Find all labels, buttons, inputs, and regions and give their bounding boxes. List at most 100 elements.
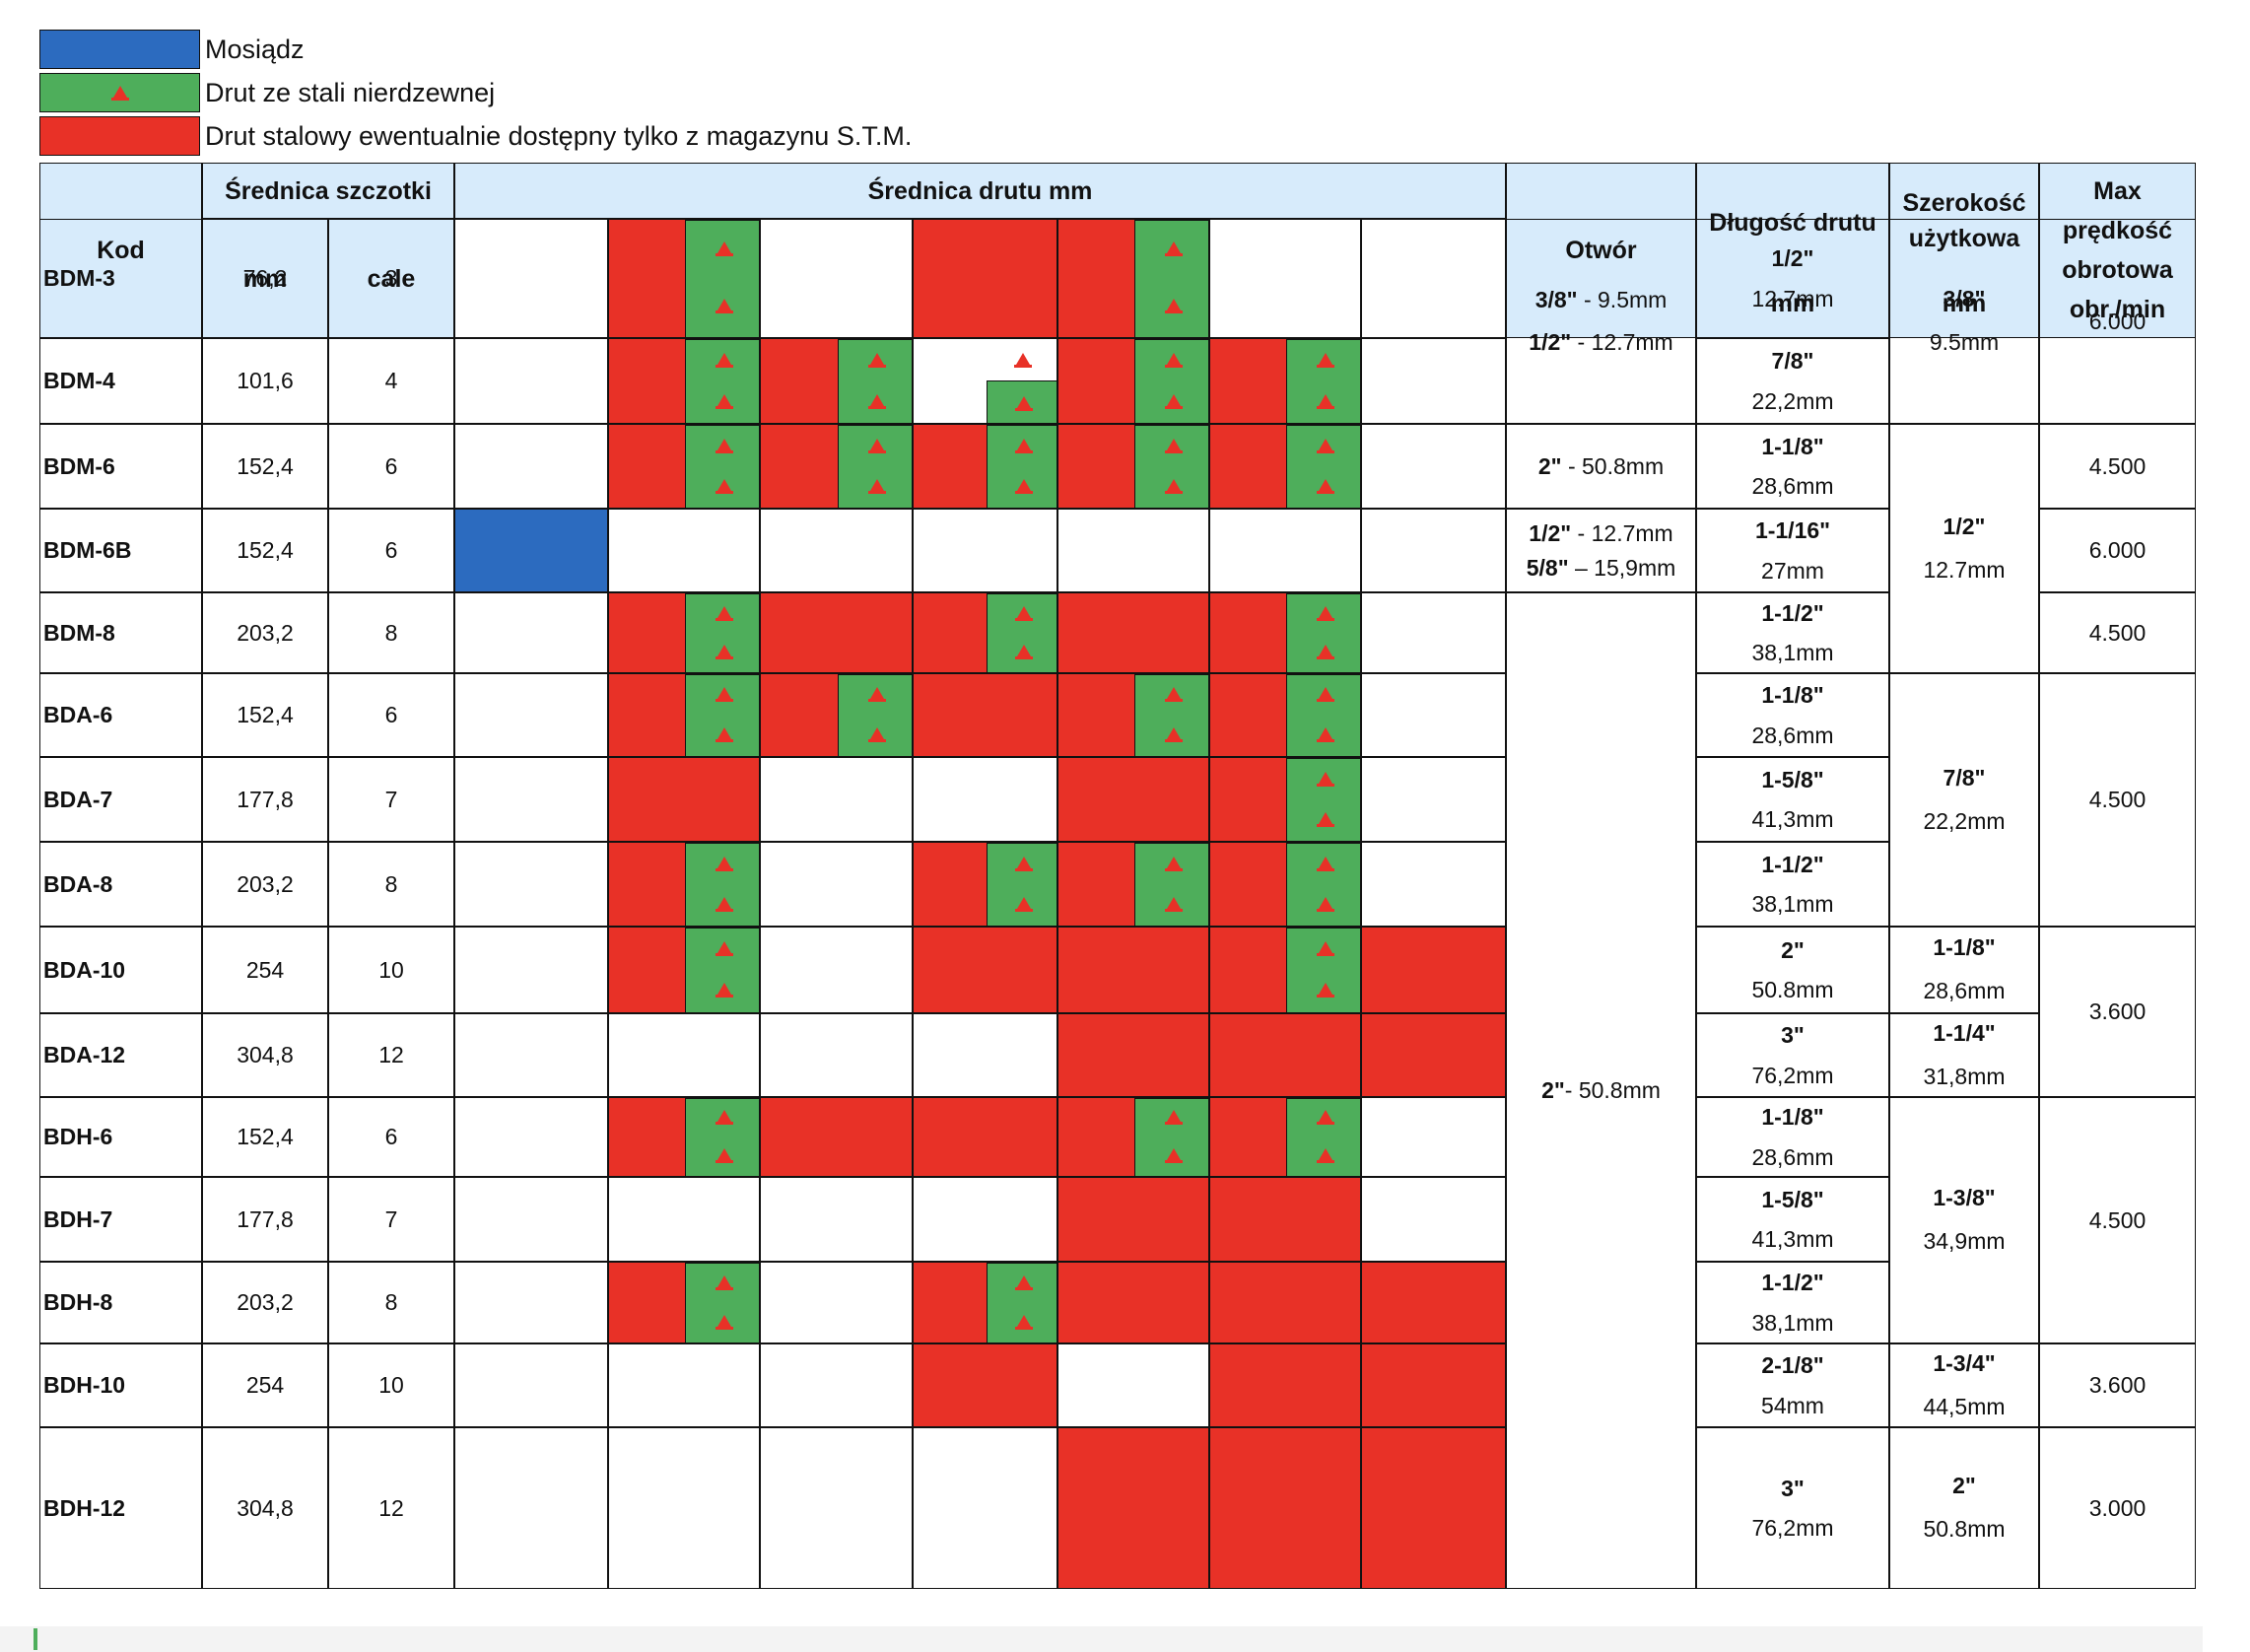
- bore-size-line: 2" - 50.8mm: [1538, 446, 1664, 488]
- cone-icon: [1316, 857, 1334, 871]
- wire-availability-cell: [608, 1177, 760, 1262]
- working-width-mm: 28,6mm: [1923, 978, 2006, 1003]
- cone-icon: [715, 897, 733, 912]
- working-width-mm: 9.5mm: [1929, 329, 2000, 355]
- max-speed: 6.000: [2039, 509, 2196, 592]
- max-speed-value: 3.600: [2088, 1372, 2147, 1399]
- working-width-inch: 1-3/8": [1933, 1185, 1996, 1211]
- wire-length-mm: 28,6mm: [1751, 1143, 1834, 1170]
- wire-availability-cell: [1057, 592, 1209, 673]
- max-speed-value: 3.600: [2088, 998, 2147, 1025]
- cone-icon: [867, 479, 886, 494]
- product-code-value: BDH-10: [43, 1372, 126, 1399]
- header-max-speed-label: Max prędkość obrotowa: [2062, 177, 2173, 284]
- brush-diameter-inch-value: 6: [384, 537, 398, 564]
- wire-length-mm: 41,3mm: [1751, 1226, 1834, 1252]
- wire-availability-cell: [1209, 1427, 1361, 1589]
- wire-availability-cell: [913, 509, 1057, 592]
- cone-icon: [715, 1110, 733, 1125]
- brush-diameter-inch-value: 6: [384, 1124, 398, 1150]
- brush-diameter-mm-value: 304,8: [237, 1042, 294, 1068]
- max-speed: 3.600: [2039, 927, 2196, 1097]
- product-code: BDA-12: [39, 1013, 202, 1097]
- max-speed-value: 4.500: [2088, 787, 2147, 813]
- bore-size-mm: - 50.8mm: [1564, 1077, 1661, 1104]
- brush-diameter-mm-value: 203,2: [237, 619, 294, 646]
- brush-diameter-mm-value: 177,8: [237, 1205, 294, 1232]
- wire-length-mm: 38,1mm: [1751, 640, 1834, 665]
- cone-icon: [1013, 353, 1032, 368]
- bore-size-line: 1/2" - 12.7mm: [1529, 321, 1672, 364]
- wire-availability-cell: [454, 1013, 608, 1097]
- bore-size-mm: - 50.8mm: [1561, 452, 1665, 479]
- cone-icon: [715, 857, 733, 871]
- brush-diameter-mm: 203,2: [202, 592, 328, 673]
- brush-diameter-mm: 152,4: [202, 1097, 328, 1177]
- working-width: 3/8" 9.5mm: [1889, 219, 2039, 424]
- wire-availability-cell: [1361, 424, 1506, 509]
- header-kod-label: Kod: [97, 237, 145, 264]
- wire-availability-cell: [608, 219, 760, 338]
- header-wire-length: Długość drutu mm: [1696, 163, 1889, 338]
- wire-availability-cell: [1361, 842, 1506, 927]
- product-code: BDM-4: [39, 338, 202, 424]
- stainless-marker: [987, 425, 1057, 508]
- brush-diameter-inch: 12: [328, 1427, 454, 1589]
- stainless-marker: [685, 674, 759, 756]
- legend-label-steel: Drut stalowy ewentualnie dostępny tylko …: [205, 121, 913, 151]
- wire-availability-cell: [913, 1427, 1057, 1589]
- cone-icon: [1014, 645, 1033, 659]
- header-cale: cale: [328, 219, 454, 338]
- brush-diameter-inch-value: 12: [378, 1042, 404, 1068]
- wire-availability-cell: [1209, 424, 1361, 509]
- footer-marker: [34, 1628, 37, 1650]
- stainless-marker: [1286, 1098, 1360, 1176]
- bore-size-mm: - 12.7mm: [1571, 520, 1673, 546]
- cone-icon: [1014, 479, 1033, 494]
- stainless-marker: [1286, 758, 1360, 841]
- wire-length-mm: 54mm: [1761, 1392, 1824, 1418]
- brush-diameter-mm: 177,8: [202, 757, 328, 842]
- wire-availability-cell: [454, 757, 608, 842]
- wire-length: 1/2" 12.7mm: [1696, 219, 1889, 338]
- legend-label-stainless: Drut ze stali nierdzewnej: [205, 78, 496, 107]
- brush-diameter-inch-value: 8: [384, 1289, 398, 1316]
- wire-length: 1-5/8" 41,3mm: [1696, 757, 1889, 842]
- cone-icon: [867, 353, 886, 368]
- wire-availability-cell: [608, 842, 760, 927]
- cone-icon: [1316, 353, 1334, 368]
- wire-length: 1-1/8" 28,6mm: [1696, 1097, 1889, 1177]
- wire-availability-cell: [1209, 1262, 1361, 1343]
- wire-availability-cell: [760, 592, 913, 673]
- wire-availability-cell: [608, 1427, 760, 1589]
- wire-length-mm: 12.7mm: [1751, 285, 1834, 311]
- wire-availability-cell: [1057, 1097, 1209, 1177]
- brush-diameter-inch-value: 8: [384, 870, 398, 897]
- working-width: 1-3/8" 34,9mm: [1889, 1097, 2039, 1343]
- cone-icon: [715, 687, 733, 702]
- product-code-value: BDM-6B: [43, 537, 132, 564]
- wire-length: 2-1/8" 54mm: [1696, 1343, 1889, 1427]
- brush-diameter-inch-value: 7: [384, 1205, 398, 1232]
- wire-availability-cell: [1057, 1177, 1209, 1262]
- wire-length-inch: 1-5/8": [1761, 766, 1824, 792]
- wire-availability-cell: [1361, 927, 1506, 1013]
- cone-icon: [1316, 941, 1334, 956]
- wire-availability-cell: [1209, 1097, 1361, 1177]
- max-speed: 6.000: [2039, 219, 2196, 424]
- brush-diameter-mm: 254: [202, 1343, 328, 1427]
- wire-availability-cell: [608, 592, 760, 673]
- wire-availability-cell: [1209, 927, 1361, 1013]
- brush-diameter-mm-value: 254: [245, 1372, 285, 1399]
- product-code: BDH-7: [39, 1177, 202, 1262]
- cone-icon: [715, 299, 733, 313]
- bore-size: 2"- 50.8mm: [1506, 592, 1696, 1589]
- brush-diameter-mm-value: 101,6: [237, 368, 294, 394]
- wire-availability-cell: [454, 927, 608, 1013]
- wire-availability-cell: [1057, 673, 1209, 757]
- wire-length: 7/8" 22,2mm: [1696, 338, 1889, 424]
- header-brush-diameter-label: Średnica szczotki: [225, 176, 432, 205]
- header-otwor-label: Otwór: [1565, 237, 1637, 264]
- cone-icon: [715, 1148, 733, 1163]
- stainless-marker: [685, 339, 759, 423]
